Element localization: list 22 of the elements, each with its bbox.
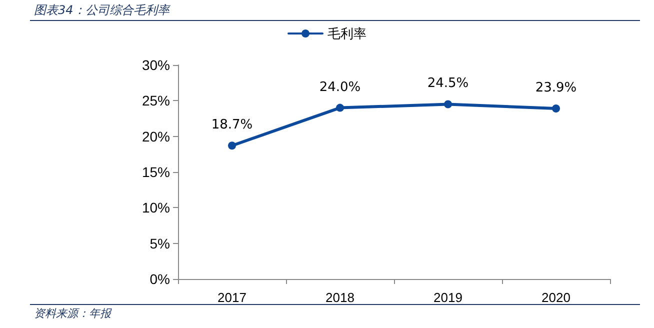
y-tick-label: 10% bbox=[142, 200, 170, 216]
point bbox=[552, 104, 560, 113]
data-label: 24.0% bbox=[319, 80, 361, 95]
point bbox=[336, 104, 344, 112]
y-tick-label: 20% bbox=[142, 128, 170, 144]
y-tick-label: 0% bbox=[150, 271, 170, 287]
legend-label: 毛利率 bbox=[328, 26, 366, 41]
y-tick-label: 30% bbox=[142, 57, 170, 73]
point bbox=[444, 100, 452, 108]
x-tick-label: 2020 bbox=[542, 290, 570, 305]
point bbox=[228, 142, 236, 150]
x-tick-label: 2017 bbox=[218, 290, 246, 305]
text: 资料来源：年报 bbox=[34, 306, 111, 321]
data-label: 24.5% bbox=[427, 76, 469, 92]
y-tick-label: 5% bbox=[150, 235, 170, 252]
chart-title: 图表34：公司综合毛利率 bbox=[34, 2, 170, 19]
y-tick-label: 25% bbox=[142, 92, 170, 109]
x-tick-label: 2019 bbox=[434, 290, 462, 305]
data-label: 18.7% bbox=[211, 118, 253, 133]
data-label: 23.9% bbox=[535, 80, 577, 96]
x-tick-label: 2018 bbox=[326, 290, 354, 305]
y-tick-label: 15% bbox=[142, 164, 170, 180]
